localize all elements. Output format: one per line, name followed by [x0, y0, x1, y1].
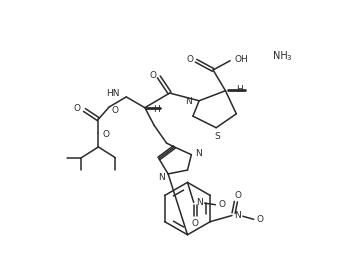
Text: O: O: [192, 219, 199, 228]
Text: S: S: [215, 132, 221, 141]
Text: H: H: [153, 106, 160, 114]
Text: OH: OH: [234, 56, 248, 64]
Text: O: O: [235, 191, 242, 200]
Text: N: N: [195, 148, 202, 158]
Text: N: N: [158, 173, 164, 182]
Text: NH: NH: [273, 51, 287, 61]
Text: N: N: [196, 198, 203, 207]
Text: O: O: [149, 71, 156, 80]
Text: HN: HN: [107, 89, 120, 98]
Text: O: O: [74, 104, 81, 113]
Text: N: N: [185, 97, 191, 106]
Text: O: O: [112, 106, 119, 115]
Text: O: O: [186, 56, 193, 64]
Text: H: H: [236, 86, 243, 95]
Text: O: O: [218, 200, 225, 209]
Text: O: O: [103, 130, 110, 139]
Text: O: O: [256, 215, 263, 224]
Text: 3: 3: [287, 55, 291, 61]
Text: N: N: [234, 211, 241, 220]
